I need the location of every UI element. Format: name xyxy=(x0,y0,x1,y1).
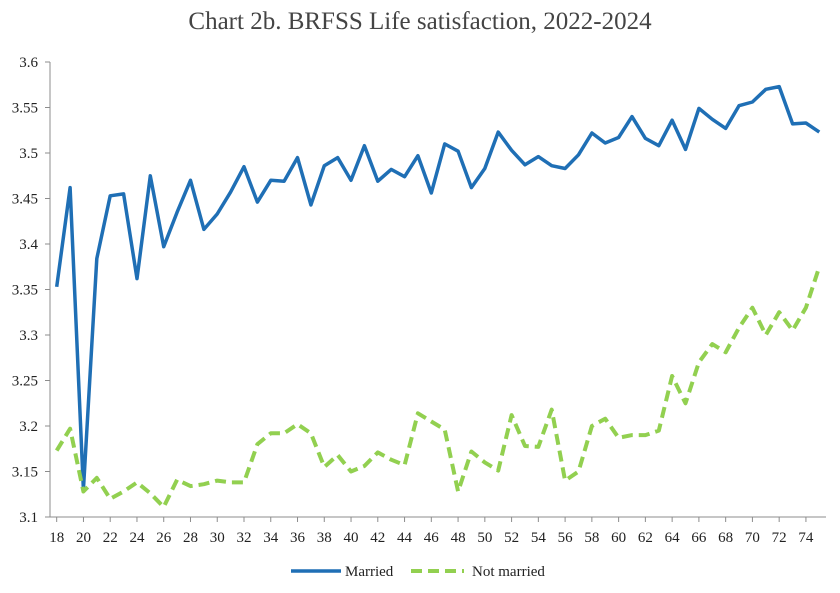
legend: Married Not married xyxy=(291,564,545,580)
x-tick-label: 60 xyxy=(611,530,626,546)
x-tick-label: 48 xyxy=(451,530,466,546)
x-tick-label: 58 xyxy=(584,530,599,546)
x-tick-label: 64 xyxy=(665,530,681,546)
x-tick-label: 22 xyxy=(103,530,118,546)
x-tick-label: 42 xyxy=(370,530,385,546)
x-tick-label: 74 xyxy=(798,530,814,546)
x-tick-label: 72 xyxy=(772,530,787,546)
legend-label-not-married: Not married xyxy=(472,564,545,580)
y-tick-label: 3.6 xyxy=(19,55,38,71)
x-tick-label: 70 xyxy=(745,530,760,546)
y-tick-label: 3.35 xyxy=(12,283,38,299)
x-tick-label: 34 xyxy=(263,530,279,546)
chart-title: Chart 2b. BRFSS Life satisfaction, 2022-… xyxy=(188,8,652,35)
y-tick-label: 3.1 xyxy=(19,510,38,526)
legend-label-married: Married xyxy=(345,564,394,580)
x-tick-label: 40 xyxy=(344,530,359,546)
x-tick-label: 36 xyxy=(290,530,306,546)
series-line-not-married xyxy=(54,266,822,509)
x-tick-label: 30 xyxy=(210,530,225,546)
x-tick-label: 32 xyxy=(237,530,252,546)
x-tick-label: 24 xyxy=(129,530,145,546)
y-tick-label: 3.5 xyxy=(19,146,38,162)
x-tick-label: 38 xyxy=(317,530,332,546)
x-tick-label: 44 xyxy=(397,530,413,546)
y-tick-label: 3.55 xyxy=(12,101,38,117)
axes: 3.1 3.15 3.2 3.25 3.3 3.35 3.4 3.45 3.5 3.55 3.6 18… xyxy=(12,55,826,546)
x-tick-label: 56 xyxy=(558,530,574,546)
x-tick-label: 54 xyxy=(531,530,547,546)
x-tick-label: 52 xyxy=(504,530,519,546)
x-tick-label: 68 xyxy=(718,530,733,546)
y-tick-label: 3.25 xyxy=(12,374,38,390)
x-tick-label: 18 xyxy=(49,530,64,546)
y-tick-label: 3.4 xyxy=(19,237,38,253)
y-tick-label: 3.3 xyxy=(19,328,38,344)
x-tick-label: 28 xyxy=(183,530,198,546)
y-tick-label: 3.45 xyxy=(12,192,38,208)
x-tick-label: 46 xyxy=(424,530,440,546)
series-layer xyxy=(54,84,822,509)
x-tick-label: 66 xyxy=(691,530,707,546)
x-tick-label: 62 xyxy=(638,530,653,546)
y-tick-label: 3.2 xyxy=(19,419,38,435)
y-tick-label: 3.15 xyxy=(12,465,38,481)
x-tick-label: 26 xyxy=(156,530,172,546)
series-line-married xyxy=(54,84,821,492)
x-tick-label: 20 xyxy=(76,530,91,546)
x-tick-label: 50 xyxy=(477,530,492,546)
